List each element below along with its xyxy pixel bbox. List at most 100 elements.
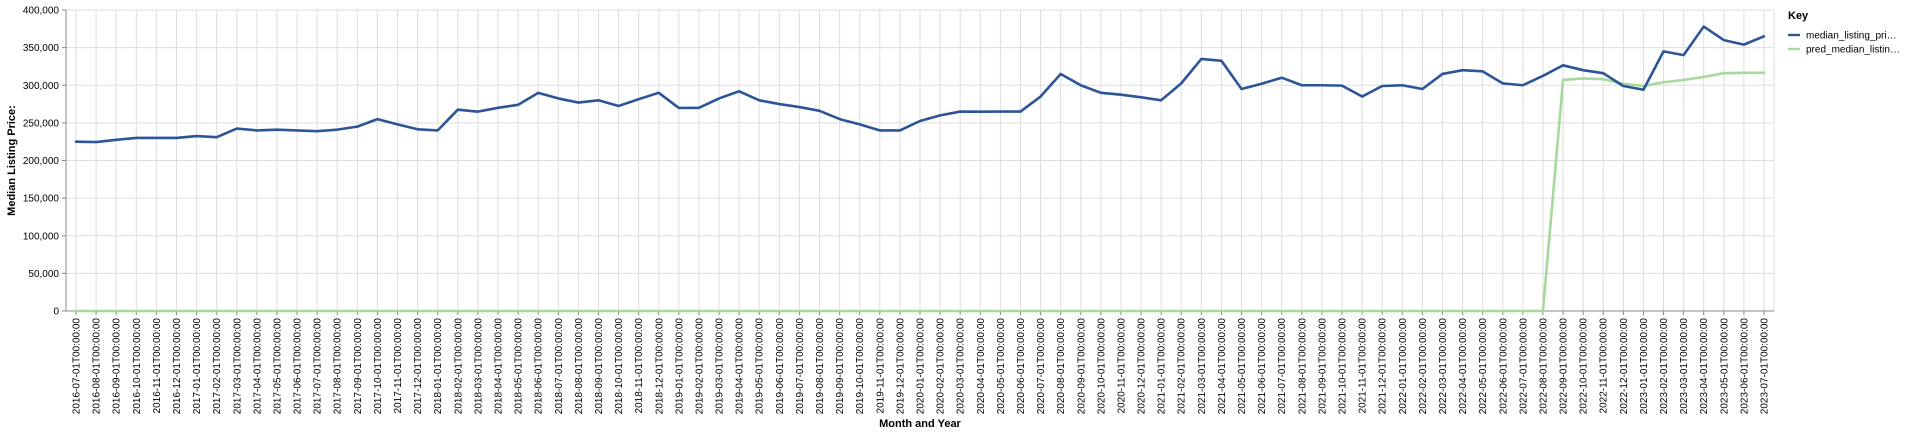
x-tick-label: 2017-09-01T00:00:00 (353, 318, 364, 415)
x-tick-label: 2017-12-01T00:00:00 (413, 318, 424, 415)
x-tick-label: 2022-02-01T00:00:00 (1418, 318, 1429, 415)
x-tick-label: 2017-10-01T00:00:00 (373, 318, 384, 415)
x-tick-label: 2016-09-01T00:00:00 (112, 318, 123, 415)
y-tick-label: 250,000 (23, 118, 60, 129)
x-tick-label: 2018-07-01T00:00:00 (554, 318, 565, 415)
x-tick-label: 2018-02-01T00:00:00 (453, 318, 464, 415)
x-tick-label: 2018-09-01T00:00:00 (594, 318, 605, 415)
y-axis: 0 50,000 100,000 150,000 200,000 250,000 300,0… (23, 6, 67, 318)
y-tick-label: 350,000 (23, 43, 60, 54)
x-tick-label: 2021-02-01T00:00:00 (1177, 318, 1188, 415)
x-tick-label: 2021-10-01T00:00:00 (1338, 318, 1349, 415)
gridlines (66, 9, 1775, 312)
legend-title: Key (1788, 10, 1809, 22)
x-tick-label: 2022-09-01T00:00:00 (1559, 318, 1570, 415)
x-tick-label: 2019-08-01T00:00:00 (815, 318, 826, 415)
x-tick-label: 2023-05-01T00:00:00 (1719, 318, 1730, 415)
x-tick-label: 2020-07-01T00:00:00 (1036, 318, 1047, 415)
x-tick-label: 2020-02-01T00:00:00 (936, 318, 947, 415)
x-tick-label: 2019-04-01T00:00:00 (735, 318, 746, 415)
x-tick-label: 2023-04-01T00:00:00 (1699, 318, 1710, 415)
x-tick-label: 2019-10-01T00:00:00 (855, 318, 866, 415)
x-tick-label: 2022-06-01T00:00:00 (1498, 318, 1509, 415)
x-tick-label: 2017-04-01T00:00:00 (252, 318, 263, 415)
x-tick-label: 2019-02-01T00:00:00 (694, 318, 705, 415)
x-axis-title: Month and Year (879, 418, 961, 430)
x-tick-label: 2019-05-01T00:00:00 (755, 318, 766, 415)
x-tick-label: 2022-01-01T00:00:00 (1398, 318, 1409, 415)
x-tick-label: 2023-01-01T00:00:00 (1639, 318, 1650, 415)
x-tick-label: 2019-07-01T00:00:00 (795, 318, 806, 415)
x-tick-label: 2023-03-01T00:00:00 (1679, 318, 1690, 415)
x-tick-label: 2017-08-01T00:00:00 (333, 318, 344, 415)
x-tick-label: 2020-06-01T00:00:00 (1016, 318, 1027, 415)
y-tick-label: 400,000 (23, 6, 60, 17)
x-tick-label: 2017-11-01T00:00:00 (393, 318, 404, 414)
x-tick-label: 2020-03-01T00:00:00 (956, 318, 967, 415)
x-tick-label: 2021-03-01T00:00:00 (1197, 318, 1208, 415)
x-tick-label: 2017-05-01T00:00:00 (272, 318, 283, 415)
x-tick-label: 2022-07-01T00:00:00 (1518, 318, 1529, 415)
x-tick-label: 2023-07-01T00:00:00 (1760, 318, 1771, 415)
x-axis: 2016-07-01T00:00:00 2016-08-01T00:00:00 20… (66, 310, 1774, 415)
x-tick-label: 2020-08-01T00:00:00 (1056, 318, 1067, 415)
x-tick-label: 2020-05-01T00:00:00 (996, 318, 1007, 415)
x-tick-label: 2019-03-01T00:00:00 (715, 318, 726, 415)
x-tick-label: 2020-09-01T00:00:00 (1076, 318, 1087, 415)
x-tick-label: 2022-04-01T00:00:00 (1458, 318, 1469, 415)
x-tick-label: 2018-06-01T00:00:00 (534, 318, 545, 415)
x-tick-label: 2021-01-01T00:00:00 (1157, 318, 1168, 415)
x-tick-label: 2018-05-01T00:00:00 (514, 318, 525, 415)
x-tick-label: 2022-08-01T00:00:00 (1538, 318, 1549, 415)
x-tick-label: 2017-06-01T00:00:00 (293, 318, 304, 415)
x-tick-label: 2021-09-01T00:00:00 (1317, 318, 1328, 415)
x-tick-label: 2021-08-01T00:00:00 (1297, 318, 1308, 415)
x-tick-label: 2020-11-01T00:00:00 (1116, 318, 1127, 414)
series-line-0 (74, 25, 1766, 144)
x-tick-label: 2022-03-01T00:00:00 (1438, 318, 1449, 415)
x-tick-label: 2019-11-01T00:00:00 (875, 318, 886, 414)
x-tick-label: 2020-10-01T00:00:00 (1096, 318, 1107, 415)
y-tick-label: 100,000 (23, 231, 60, 242)
legend-label: median_listing_pri… (1806, 31, 1897, 42)
x-tick-label: 2018-11-01T00:00:00 (634, 318, 645, 414)
x-tick-label: 2016-10-01T00:00:00 (132, 318, 143, 415)
x-tick-label: 2018-12-01T00:00:00 (654, 318, 665, 415)
y-tick-label: 0 (53, 307, 59, 318)
x-tick-label: 2021-07-01T00:00:00 (1277, 318, 1288, 415)
x-tick-label: 2017-01-01T00:00:00 (192, 318, 203, 415)
x-tick-label: 2021-06-01T00:00:00 (1257, 318, 1268, 415)
x-tick-label: 2022-05-01T00:00:00 (1478, 318, 1489, 415)
legend-label: pred_median_listin… (1806, 45, 1900, 56)
x-tick-label: 2017-02-01T00:00:00 (212, 318, 223, 415)
x-tick-label: 2023-02-01T00:00:00 (1659, 318, 1670, 415)
y-tick-label: 150,000 (23, 194, 60, 205)
legend: Key median_listing_pri… pred_median_listi… (1788, 10, 1900, 56)
x-tick-label: 2016-07-01T00:00:00 (72, 318, 83, 415)
x-tick-label: 2022-11-01T00:00:00 (1599, 318, 1610, 414)
x-tick-label: 2022-10-01T00:00:00 (1579, 318, 1590, 415)
x-tick-label: 2021-12-01T00:00:00 (1378, 318, 1389, 415)
y-tick-label: 200,000 (23, 156, 60, 167)
x-tick-label: 2023-06-01T00:00:00 (1739, 318, 1750, 415)
x-tick-label: 2020-04-01T00:00:00 (976, 318, 987, 415)
x-tick-label: 2016-11-01T00:00:00 (152, 318, 163, 414)
x-tick-label: 2018-10-01T00:00:00 (614, 318, 625, 415)
x-tick-label: 2018-03-01T00:00:00 (473, 318, 484, 415)
x-tick-label: 2017-03-01T00:00:00 (232, 318, 243, 415)
x-tick-label: 2018-01-01T00:00:00 (433, 318, 444, 415)
x-tick-label: 2018-08-01T00:00:00 (574, 318, 585, 415)
y-tick-label: 300,000 (23, 81, 60, 92)
x-tick-label: 2021-04-01T00:00:00 (1217, 318, 1228, 415)
x-tick-label: 2020-01-01T00:00:00 (916, 318, 927, 415)
y-tick-label: 50,000 (28, 269, 59, 280)
x-tick-label: 2016-08-01T00:00:00 (92, 318, 103, 415)
x-tick-label: 2016-12-01T00:00:00 (172, 318, 183, 415)
y-axis-title: Median Listing Price: (6, 105, 18, 216)
series-line-1 (74, 71, 1766, 313)
x-tick-label: 2017-07-01T00:00:00 (313, 318, 324, 415)
x-tick-label: 2019-06-01T00:00:00 (775, 318, 786, 415)
x-tick-label: 2021-05-01T00:00:00 (1237, 318, 1248, 415)
x-tick-label: 2018-04-01T00:00:00 (494, 318, 505, 415)
